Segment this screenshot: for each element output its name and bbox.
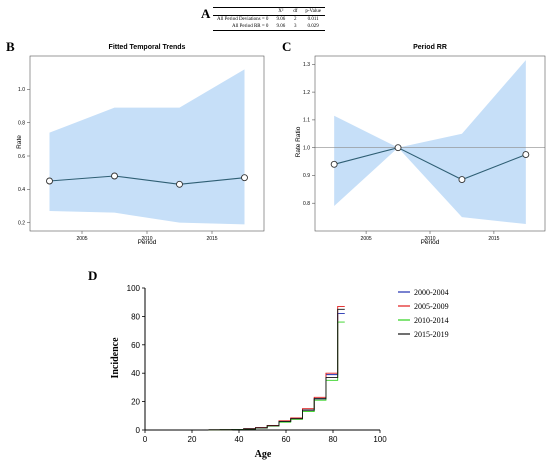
table-cell: 0.011 (307, 17, 319, 22)
table-cell: All Period RR = 0 (213, 23, 273, 31)
panel-letter-b: B (6, 39, 15, 54)
confidence-band (49, 69, 245, 225)
y-tick-label: 1.0 (303, 145, 310, 151)
legend-label: 2000-2004 (414, 288, 449, 297)
chart-title: Fitted Temporal Trends (109, 44, 186, 51)
panel-letter-c: C (282, 39, 292, 54)
data-point (111, 172, 118, 180)
y-tick-label: 20 (131, 398, 140, 407)
y-tick-label: 1.3 (303, 62, 310, 68)
x-tick-label: 0 (143, 435, 148, 444)
y-tick-label: 0.2 (18, 220, 25, 226)
y-tick-label: 0.6 (18, 154, 25, 160)
y-tick-label: 0 (136, 426, 141, 435)
x-tick-label: 2015 (206, 236, 217, 242)
data-point (394, 144, 402, 152)
x-tick-label: 80 (329, 435, 338, 444)
x-tick-label: 2005 (76, 236, 87, 242)
y-tick-label: 1.1 (303, 118, 310, 124)
panel-letter-a: A (201, 6, 211, 21)
chart-title: Period RR (413, 44, 447, 51)
x-tick-label: 60 (282, 435, 291, 444)
table-cell: 3 (289, 23, 302, 31)
trend-line (334, 147, 527, 181)
y-tick-label: 80 (131, 312, 140, 321)
step-line (208, 308, 345, 431)
x-axis-label: Period (138, 239, 157, 246)
y-tick-label: 0.9 (303, 173, 310, 179)
data-point (241, 174, 248, 182)
period-rr-chart: Period RR Rate Ratio Period 2005 2010 2015… (295, 44, 546, 246)
x-tick-label: 100 (373, 435, 387, 444)
y-axis-label: Rate (16, 135, 23, 149)
y-tick-label: 1.0 (18, 87, 25, 93)
legend-label: 2015-2019 (414, 330, 449, 339)
legend-label: 2010-2014 (414, 316, 449, 325)
stat-table-header: X² (272, 7, 290, 16)
x-axis-label: Period (421, 239, 440, 246)
panel-letter-d: D (88, 268, 98, 283)
y-tick-label: 0.4 (18, 187, 25, 193)
x-tick-label: 20 (188, 435, 197, 444)
stat-table-header: df (289, 7, 302, 16)
y-axis-label: Rate Ratio (295, 126, 302, 157)
x-tick-label: 2010 (424, 236, 435, 242)
table-cell: 2 (294, 17, 297, 22)
table-cell: 9.06 (272, 23, 290, 31)
confidence-band (334, 60, 526, 225)
y-tick-label: 100 (127, 284, 141, 293)
table-row: All Period RR = 0 9.06 3 0.029 (213, 23, 325, 31)
table-row: All Period Deviations = 0 9.06 2 0.011 (213, 16, 325, 24)
fitted-temporal-trends-chart: Fitted Temporal Trends Rate Period 2005 2… (16, 44, 265, 246)
step-line (208, 306, 345, 431)
y-tick-label: 1.2 (303, 90, 310, 96)
data-point (176, 180, 183, 188)
x-tick-label: 2005 (361, 236, 372, 242)
data-point (458, 176, 466, 184)
incidence-by-age-chart: Incidence Age 0 20 40 60 80 100 0 20 40 60 80 100 20… (110, 284, 449, 460)
stat-table-header (213, 7, 273, 16)
data-point (522, 151, 530, 159)
stat-table-header: p-Value (301, 7, 325, 16)
data-point (46, 177, 53, 185)
table-cell: All Period Deviations = 0 (217, 17, 269, 22)
y-tick-label: 0.8 (18, 120, 25, 126)
trend-line (49, 175, 245, 185)
x-tick-label: 2015 (488, 236, 499, 242)
table-cell: 9.06 (276, 17, 286, 22)
y-tick-label: 60 (131, 341, 140, 350)
x-tick-label: 40 (235, 435, 244, 444)
step-line (208, 321, 345, 431)
legend-label: 2005-2009 (414, 302, 449, 311)
table-cell: 0.029 (301, 23, 325, 31)
x-axis-label: Age (255, 449, 272, 460)
stat-table: X² df p-Value All Period Deviations = 0 … (213, 7, 325, 31)
y-tick-label: 40 (131, 369, 140, 378)
step-line (208, 313, 345, 431)
y-axis-label: Incidence (110, 337, 121, 379)
x-tick-label: 2010 (141, 236, 152, 242)
y-tick-label: 0.8 (303, 201, 310, 207)
data-point (330, 160, 338, 168)
stat-table-header-row: X² df p-Value (213, 7, 325, 16)
